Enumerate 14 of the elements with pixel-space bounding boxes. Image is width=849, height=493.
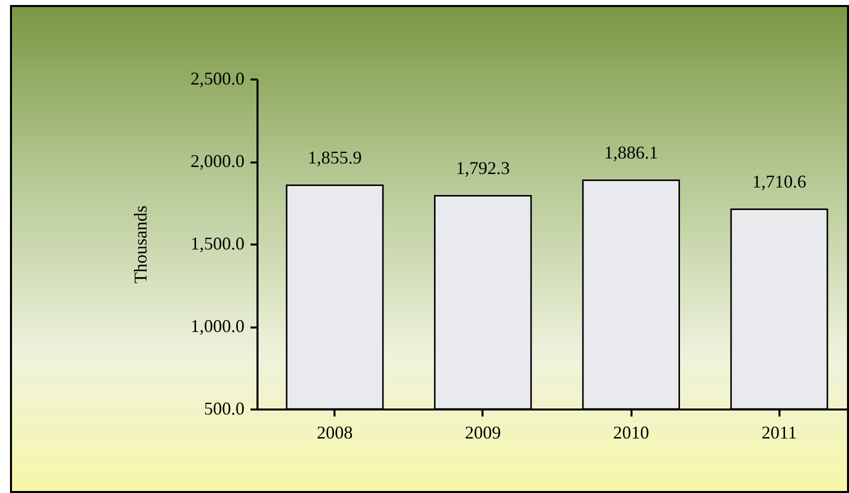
x-tick-label: 2010 <box>613 422 650 442</box>
data-label: 1,855.9 <box>308 147 362 168</box>
x-tick-label: 2008 <box>316 422 353 442</box>
y-tick-label: 1,500.0 <box>190 234 244 254</box>
y-tick-label: 2,500.0 <box>190 68 244 88</box>
x-tick-label: 2011 <box>762 422 797 442</box>
y-tick-label: 500.0 <box>204 398 244 418</box>
data-label: 1,886.1 <box>604 142 658 162</box>
data-label: 1,710.6 <box>752 171 806 192</box>
x-tick-label: 2009 <box>464 422 501 442</box>
y-tick-label: 1,000.0 <box>190 316 244 336</box>
y-axis-title: Thousands <box>130 206 150 284</box>
y-tick-label: 2,000.0 <box>190 151 244 171</box>
data-label: 1,792.3 <box>456 158 510 178</box>
